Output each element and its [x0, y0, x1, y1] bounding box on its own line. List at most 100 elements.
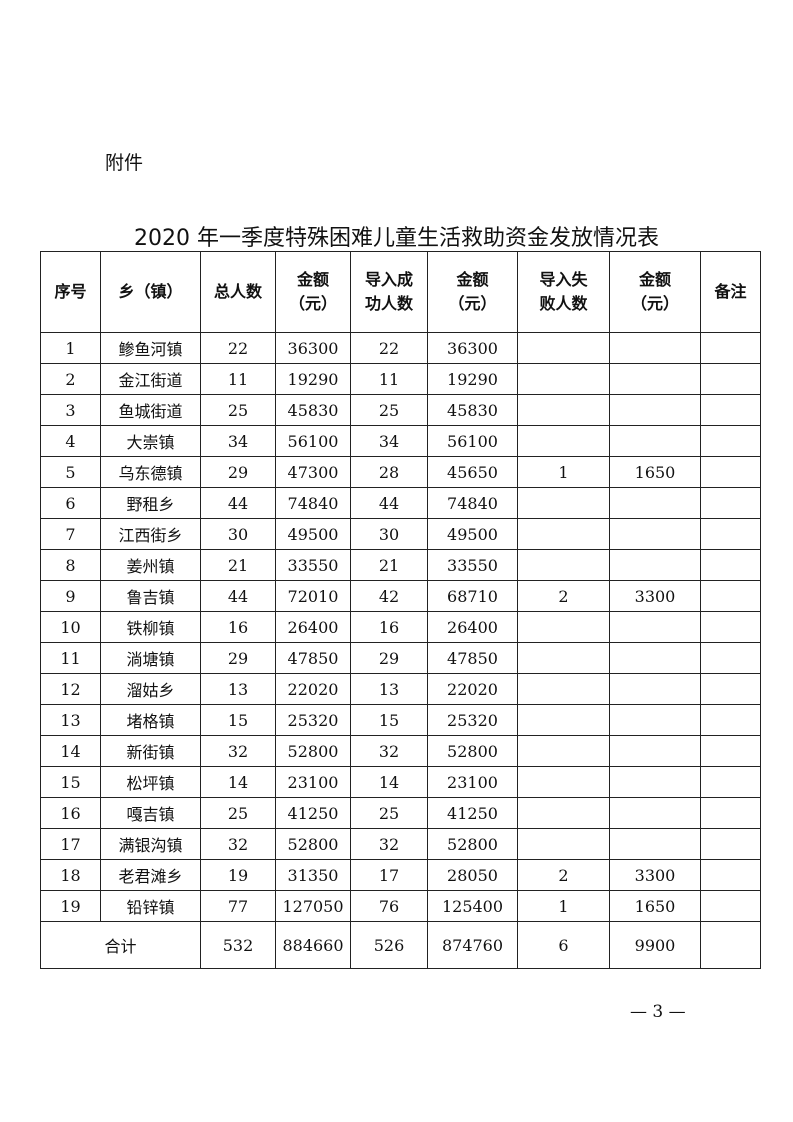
table-cell: 25320 [275, 704, 351, 736]
table-cell [609, 704, 701, 736]
table-cell [700, 549, 761, 581]
table-row: 2 金江街道 11 19290 11 19290 [40, 363, 761, 395]
table-cell: 76 [350, 890, 428, 922]
page-number: — 3 — [630, 1002, 686, 1022]
table-cell [700, 611, 761, 643]
table-cell [517, 797, 610, 829]
table-cell: 33550 [275, 549, 351, 581]
table-cell: 22020 [427, 673, 518, 705]
table-cell [609, 797, 701, 829]
table-cell: 15 [350, 704, 428, 736]
total-cell: 9900 [609, 921, 701, 969]
table-cell [700, 580, 761, 612]
table-cell [700, 797, 761, 829]
table-row: 9 鲁吉镇 44 72010 42 68710 2 3300 [40, 580, 761, 612]
table-cell: 30 [350, 518, 428, 550]
table-row: 17 满银沟镇 32 52800 32 52800 [40, 828, 761, 860]
total-cell: 6 [517, 921, 610, 969]
table-cell [700, 456, 761, 488]
table-cell: 41250 [427, 797, 518, 829]
table-cell [517, 487, 610, 519]
table-cell: 铅锌镇 [100, 890, 201, 922]
table-cell: 大崇镇 [100, 425, 201, 457]
table-cell: 21 [200, 549, 276, 581]
table-row: 12 溜姑乡 13 22020 13 22020 [40, 673, 761, 705]
table-row: 8 姜州镇 21 33550 21 33550 [40, 549, 761, 581]
table-cell [517, 735, 610, 767]
table-cell: 11 [350, 363, 428, 395]
table-cell: 47850 [275, 642, 351, 674]
table-cell: 23100 [275, 766, 351, 798]
table-cell: 5 [40, 456, 101, 488]
table-cell: 3300 [609, 859, 701, 891]
table-row: 1 鲹鱼河镇 22 36300 22 36300 [40, 332, 761, 364]
table-header-row: 序号 乡（镇） 总人数 金额 （元） 导入成 功人数 金额 （元） 导入失 败人数 金额 （元… [40, 251, 761, 333]
table-cell [517, 549, 610, 581]
table-cell: 4 [40, 425, 101, 457]
table-row: 5 乌东德镇 29 47300 28 45650 1 1650 [40, 456, 761, 488]
table-cell: 乌东德镇 [100, 456, 201, 488]
table-cell [700, 487, 761, 519]
table-row: 6 野租乡 44 74840 44 74840 [40, 487, 761, 519]
table-row: 10 铁柳镇 16 26400 16 26400 [40, 611, 761, 643]
table-cell: 老君滩乡 [100, 859, 201, 891]
table-cell: 45830 [427, 394, 518, 426]
table-cell [700, 518, 761, 550]
column-header: 导入失 败人数 [517, 251, 610, 333]
table-cell: 36300 [275, 332, 351, 364]
table-cell: 18 [40, 859, 101, 891]
table-cell: 22 [350, 332, 428, 364]
table-cell: 32 [350, 828, 428, 860]
table-cell: 42 [350, 580, 428, 612]
table-cell: 23100 [427, 766, 518, 798]
table-cell: 29 [200, 456, 276, 488]
table-cell: 2 [40, 363, 101, 395]
table-cell: 47300 [275, 456, 351, 488]
table-cell: 1 [517, 890, 610, 922]
table-row: 16 嘎吉镇 25 41250 25 41250 [40, 797, 761, 829]
table-row: 19 铅锌镇 77 127050 76 125400 1 1650 [40, 890, 761, 922]
table-row: 3 鱼城街道 25 45830 25 45830 [40, 394, 761, 426]
table-cell [517, 518, 610, 550]
table-cell [609, 549, 701, 581]
table-cell: 17 [350, 859, 428, 891]
table-cell: 7 [40, 518, 101, 550]
table-cell: 45650 [427, 456, 518, 488]
table-cell: 49500 [427, 518, 518, 550]
table-cell: 9 [40, 580, 101, 612]
table-cell: 16 [200, 611, 276, 643]
table-cell: 127050 [275, 890, 351, 922]
table-cell [517, 332, 610, 364]
column-header: 金额 （元） [427, 251, 518, 333]
table-cell [609, 766, 701, 798]
column-header: 乡（镇） [100, 251, 201, 333]
table-cell [700, 890, 761, 922]
column-header: 金额 （元） [609, 251, 701, 333]
table-cell: 45830 [275, 394, 351, 426]
table-cell: 36300 [427, 332, 518, 364]
table-cell: 淌塘镇 [100, 642, 201, 674]
table-cell: 52800 [275, 828, 351, 860]
table-cell: 44 [200, 580, 276, 612]
total-row: 合计 532 884660 526 874760 6 9900 [40, 921, 761, 969]
table-cell: 29 [200, 642, 276, 674]
table-cell: 19 [40, 890, 101, 922]
table-cell [700, 642, 761, 674]
table-cell: 44 [350, 487, 428, 519]
total-cell [700, 921, 761, 969]
table-cell: 溜姑乡 [100, 673, 201, 705]
subsidy-table: 序号 乡（镇） 总人数 金额 （元） 导入成 功人数 金额 （元） 导入失 败人数 金额 （元… [40, 251, 761, 969]
table-cell: 松坪镇 [100, 766, 201, 798]
table-cell: 1650 [609, 456, 701, 488]
table-cell: 22 [200, 332, 276, 364]
document-title: 2020 年一季度特殊困难儿童生活救助资金发放情况表 [134, 226, 659, 251]
table-row: 14 新街镇 32 52800 32 52800 [40, 735, 761, 767]
table-cell: 14 [200, 766, 276, 798]
table-cell: 11 [200, 363, 276, 395]
table-cell: 鱼城街道 [100, 394, 201, 426]
table-cell: 29 [350, 642, 428, 674]
table-cell [700, 363, 761, 395]
table-cell: 19290 [275, 363, 351, 395]
table-cell: 26400 [427, 611, 518, 643]
table-cell [609, 828, 701, 860]
